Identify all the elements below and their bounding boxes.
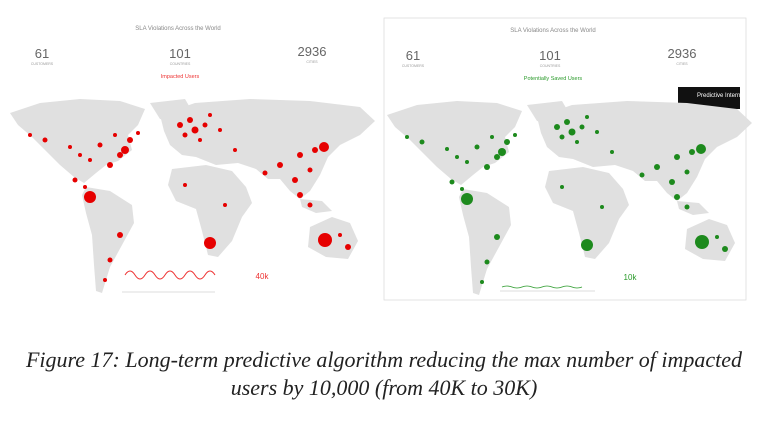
stat-value: 101 xyxy=(539,48,561,63)
stat-label: COUNTRIES xyxy=(170,62,191,66)
sparkline xyxy=(500,285,595,292)
logo-text: Predictive Internet xyxy=(697,93,746,99)
sparkline xyxy=(122,270,216,293)
logo-box xyxy=(678,87,740,109)
stat-label: CUSTOMERS xyxy=(31,62,54,66)
stat-label: CITIES xyxy=(306,60,318,64)
stat-value: 101 xyxy=(169,46,191,61)
metric-value: 40k xyxy=(256,272,270,281)
figure: SLA Violations Across the World 61 CUSTO… xyxy=(10,17,752,301)
stat-value: 2936 xyxy=(298,44,327,59)
stat-label: COUNTRIES xyxy=(540,64,561,68)
panel-title: SLA Violations Across the World xyxy=(510,28,596,34)
map-title: Impacted Users xyxy=(161,74,200,80)
panel-right: SLA Violations Across the World 61 CUSTO… xyxy=(383,17,752,301)
stat-value: 61 xyxy=(406,48,420,63)
map-title: Potentially Saved Users xyxy=(524,76,583,82)
metric-value: 10k xyxy=(624,273,638,282)
figure-caption: Figure 17: Long-term predictive algorith… xyxy=(25,347,743,400)
panel-title: SLA Violations Across the World xyxy=(135,26,221,32)
stat-value: 2936 xyxy=(668,46,697,61)
stat-value: 61 xyxy=(35,46,49,61)
stat-label: CUSTOMERS xyxy=(402,64,425,68)
world-map xyxy=(10,99,375,293)
stat-label: CITIES xyxy=(676,62,688,66)
panel-left: SLA Violations Across the World 61 CUSTO… xyxy=(10,26,375,293)
